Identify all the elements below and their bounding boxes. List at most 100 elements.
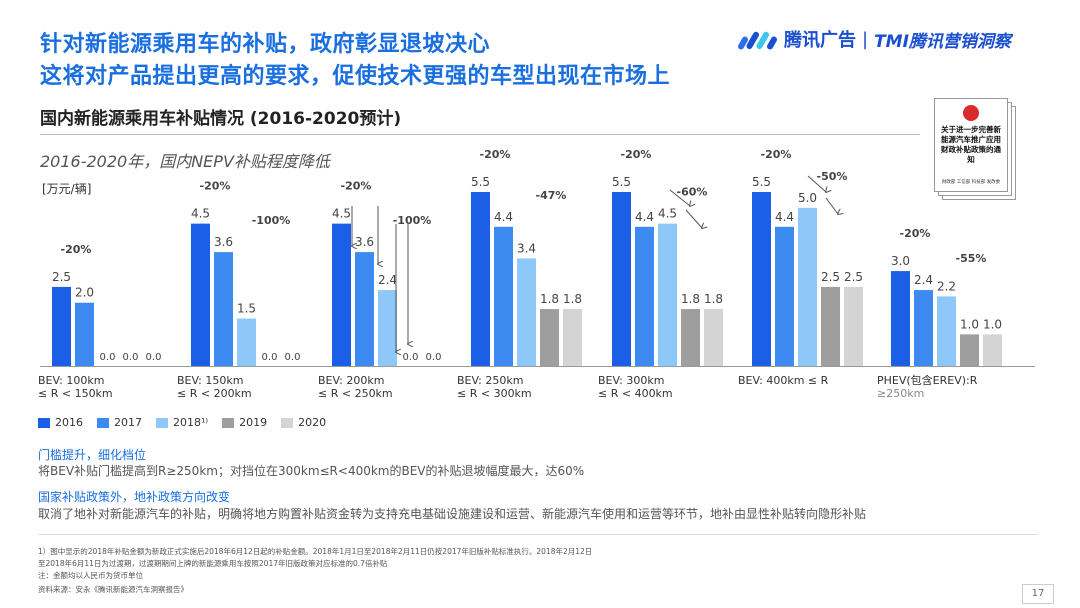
- value-label: 5.0: [798, 191, 817, 205]
- bar-2020-cat6: [983, 334, 1002, 366]
- value-label: 0.0: [123, 352, 139, 363]
- change-label: -20%: [200, 180, 231, 193]
- bar-2017-cat5: [775, 226, 794, 366]
- bar-2018-cat2: [378, 290, 397, 366]
- value-label: 4.5: [658, 207, 677, 221]
- change-label: -55%: [956, 252, 987, 265]
- brand-mark-icon: [738, 31, 777, 50]
- footer-divider: [38, 534, 1038, 535]
- bar-2018-cat3: [517, 258, 536, 366]
- footnote-3: 注：金额均以人民币为货币单位: [38, 571, 143, 580]
- chart-legend: 2016 2017 2018¹⁾ 2019 2020: [38, 416, 326, 429]
- document-page-front: 关于进一步完善新能源汽车推广应用财政补贴政策的通知 财政部 工信部 科技部 发改…: [934, 98, 1008, 192]
- value-label: 2.2: [937, 279, 956, 293]
- unit-label: [万元/辆]: [42, 182, 92, 196]
- brand-divider: |: [862, 28, 869, 50]
- source-note: 资料来源：安永《腾讯新能源汽车洞察报告》: [38, 585, 188, 594]
- bar-2020-cat5: [844, 286, 863, 366]
- category-label: BEV: 250km: [457, 374, 523, 387]
- legend-swatch: [222, 417, 235, 428]
- legend-label: 2020: [298, 416, 327, 429]
- category-label: BEV: 400km ≤ R: [738, 374, 829, 387]
- value-label: 4.4: [775, 210, 794, 224]
- bar-2017-cat4: [635, 226, 654, 366]
- legend-item-2016: 2016: [38, 416, 83, 429]
- legend-label: 2016: [55, 416, 83, 429]
- bar-2016-cat2: [332, 223, 351, 366]
- national-emblem-icon: [963, 105, 979, 121]
- value-label: 1.8: [681, 292, 700, 306]
- value-label: 5.5: [752, 175, 771, 189]
- category-label: BEV: 200km: [318, 374, 384, 387]
- bar-2019-cat4: [681, 309, 700, 366]
- trend-arrow: [669, 189, 690, 206]
- bar-2016-cat5: [752, 192, 771, 366]
- bar-2016-cat1: [191, 223, 210, 366]
- legend-item-2020: 2020: [281, 416, 326, 429]
- category-label: ≤ R < 400km: [598, 387, 673, 400]
- brand-logo: 腾讯广告 | TMI腾讯营销洞察: [738, 26, 1011, 52]
- legend-label: 2019: [239, 416, 268, 429]
- value-label: 2.0: [75, 286, 94, 300]
- legend-swatch: [38, 417, 50, 428]
- policy-document-image: 关于进一步完善新能源汽车推广应用财政补贴政策的通知 财政部 工信部 科技部 发改…: [934, 98, 1020, 200]
- brand-name: 腾讯广告: [784, 30, 856, 51]
- change-label: -20%: [480, 148, 511, 161]
- value-label: 0.0: [262, 352, 278, 363]
- note-1-body: 将BEV补贴门槛提高到R≥250km；对挡位在300km≤R<400km的BEV…: [38, 464, 585, 478]
- legend-swatch: [156, 417, 168, 428]
- bar-2018-cat1: [237, 318, 256, 366]
- value-label: 2.5: [821, 270, 840, 284]
- value-label: 2.5: [844, 270, 863, 284]
- page-number: 17: [1022, 584, 1054, 604]
- value-label: 3.6: [355, 235, 374, 249]
- value-label: 3.6: [214, 235, 233, 249]
- legend-swatch: [281, 417, 294, 428]
- change-label: -47%: [536, 189, 567, 202]
- category-label: ≥250km: [877, 387, 924, 400]
- value-label: 5.5: [612, 175, 631, 189]
- value-label: 3.4: [517, 241, 536, 255]
- value-label: 0.0: [285, 352, 301, 363]
- note-1-heading: 门槛提升，细化档位: [38, 448, 147, 462]
- trend-arrow: [825, 197, 838, 214]
- value-label: 2.4: [914, 273, 933, 287]
- subsidy-bar-chart: 2.5 2.0 0.0 0.0 0.0 BEV: 100km≤ R < 150km -20%…: [38, 148, 1035, 400]
- footnote-1: 1）图中显示的2018年补贴金额为新政正式实施后2018年6月12日起的补贴金额…: [38, 547, 593, 556]
- bar-2019-cat5: [821, 286, 840, 366]
- bar-2020-cat3: [563, 309, 582, 366]
- change-label: -50%: [817, 170, 848, 183]
- document-title: 关于进一步完善新能源汽车推广应用财政补贴政策的通知: [941, 125, 1001, 164]
- legend-label: 2018¹⁾: [173, 416, 209, 429]
- change-label: -100%: [393, 214, 432, 227]
- value-label: 0.0: [100, 352, 116, 363]
- value-label: 4.5: [332, 207, 351, 221]
- category-label: BEV: 150km: [177, 374, 243, 387]
- section-title: 国内新能源乘用车补贴情况 (2016-2020预计): [40, 109, 402, 129]
- bar-2019-cat3: [540, 309, 559, 366]
- bar-2018-cat5: [798, 207, 817, 366]
- bar-2018-cat6: [937, 296, 956, 366]
- divider: [40, 134, 920, 135]
- document-footer: 财政部 工信部 科技部 发改委: [941, 180, 1001, 185]
- bar-2017-cat2: [355, 252, 374, 366]
- category-label: ≤ R < 150km: [38, 387, 113, 400]
- value-label: 4.5: [191, 207, 210, 221]
- value-label: 2.5: [52, 270, 71, 284]
- bar-2016-cat3: [471, 192, 490, 366]
- change-label: -20%: [761, 148, 792, 161]
- bar-2017-cat6: [914, 290, 933, 366]
- category-label: ≤ R < 250km: [318, 387, 393, 400]
- value-label: 1.8: [563, 292, 582, 306]
- brand-subname: TMI腾讯营销洞察: [874, 31, 1011, 52]
- bar-2016-cat0: [52, 286, 71, 366]
- title-line-2: 这将对产品提出更高的要求，促使技术更强的车型出现在市场上: [40, 64, 671, 89]
- bar-2017-cat1: [214, 252, 233, 366]
- category-label: BEV: 300km: [598, 374, 664, 387]
- value-label: 1.8: [540, 292, 559, 306]
- bar-2019-cat6: [960, 334, 979, 366]
- note-2-heading: 国家补贴政策外，地补政策方向改变: [38, 490, 231, 504]
- category-label: ≤ R < 300km: [457, 387, 532, 400]
- change-label: -20%: [61, 243, 92, 256]
- value-label: 0.0: [146, 352, 162, 363]
